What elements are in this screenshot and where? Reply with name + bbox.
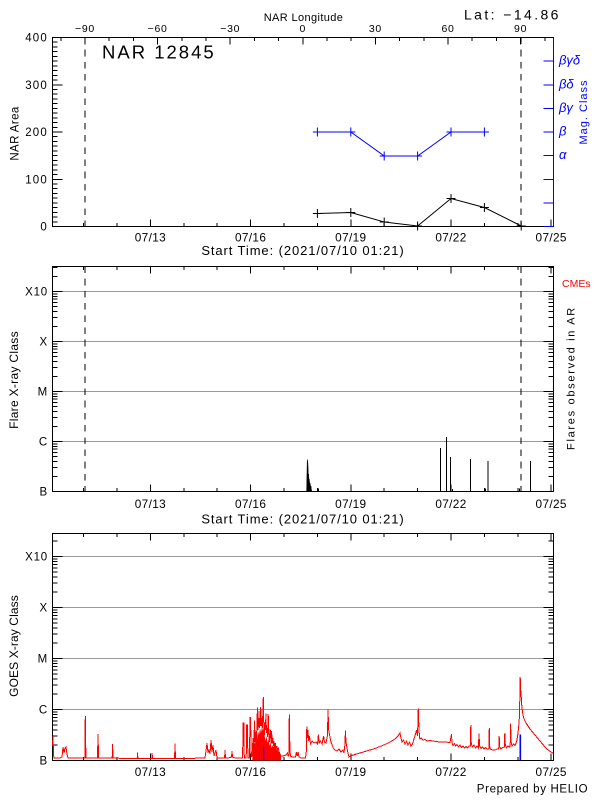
svg-text:Lat: −14.86: Lat: −14.86 (464, 7, 561, 23)
svg-text:Start Time: (2021/07/10 01:21): Start Time: (2021/07/10 01:21) (201, 243, 404, 258)
svg-text:07/25: 07/25 (536, 497, 567, 511)
svg-text:M: M (38, 654, 48, 666)
svg-text:07/19: 07/19 (335, 230, 366, 244)
svg-text:07/25: 07/25 (536, 230, 567, 244)
svg-text:100: 100 (25, 174, 48, 186)
svg-text:B: B (40, 487, 48, 499)
svg-text:C: C (39, 437, 48, 449)
svg-text:β: β (558, 124, 567, 139)
svg-text:07/13: 07/13 (135, 230, 166, 244)
svg-text:07/22: 07/22 (435, 497, 466, 511)
svg-text:CMEs: CMEs (562, 278, 591, 290)
svg-text:Start Time: (2021/07/10 01:21): Start Time: (2021/07/10 01:21) (201, 512, 404, 527)
svg-text:07/19: 07/19 (335, 497, 366, 511)
svg-text:βγ: βγ (558, 100, 574, 115)
svg-text:30: 30 (369, 23, 382, 35)
svg-text:βγδ: βγδ (558, 53, 581, 68)
svg-text:B: B (40, 756, 48, 768)
svg-text:60: 60 (441, 23, 454, 35)
svg-text:NAR Area: NAR Area (10, 106, 22, 161)
svg-text:Mag. Class: Mag. Class (578, 79, 590, 144)
svg-text:07/22: 07/22 (435, 230, 466, 244)
svg-text:0: 0 (300, 23, 307, 35)
svg-text:07/16: 07/16 (235, 497, 266, 511)
svg-text:0: 0 (40, 222, 48, 234)
svg-text:X10: X10 (25, 552, 48, 564)
svg-text:−60: −60 (148, 23, 168, 35)
svg-text:Prepared by HELIO: Prepared by HELIO (477, 784, 588, 796)
svg-text:400: 400 (25, 33, 48, 45)
svg-text:300: 300 (25, 80, 48, 92)
svg-text:07/13: 07/13 (135, 765, 166, 779)
svg-text:Flare X-ray Class: Flare X-ray Class (7, 331, 21, 429)
svg-text:M: M (38, 387, 48, 399)
svg-text:C: C (39, 705, 48, 717)
svg-text:90: 90 (514, 23, 527, 35)
svg-text:X: X (40, 337, 48, 349)
svg-text:07/25: 07/25 (536, 765, 567, 779)
svg-text:07/22: 07/22 (435, 765, 466, 779)
svg-text:α: α (559, 147, 567, 162)
svg-text:GOES X-ray Class: GOES X-ray Class (7, 595, 21, 697)
svg-text:βδ: βδ (558, 76, 574, 91)
svg-text:−30: −30 (220, 23, 240, 35)
svg-text:07/16: 07/16 (235, 230, 266, 244)
svg-text:X: X (40, 603, 48, 615)
svg-text:07/19: 07/19 (335, 765, 366, 779)
svg-text:X10: X10 (25, 287, 48, 299)
svg-text:200: 200 (25, 127, 48, 139)
svg-text:Flares observed in AR: Flares observed in AR (566, 306, 578, 450)
svg-text:NAR Longitude: NAR Longitude (264, 12, 344, 24)
svg-text:NAR 12845: NAR 12845 (102, 41, 216, 62)
svg-text:07/16: 07/16 (235, 765, 266, 779)
svg-text:−90: −90 (75, 23, 95, 35)
svg-text:07/13: 07/13 (135, 497, 166, 511)
